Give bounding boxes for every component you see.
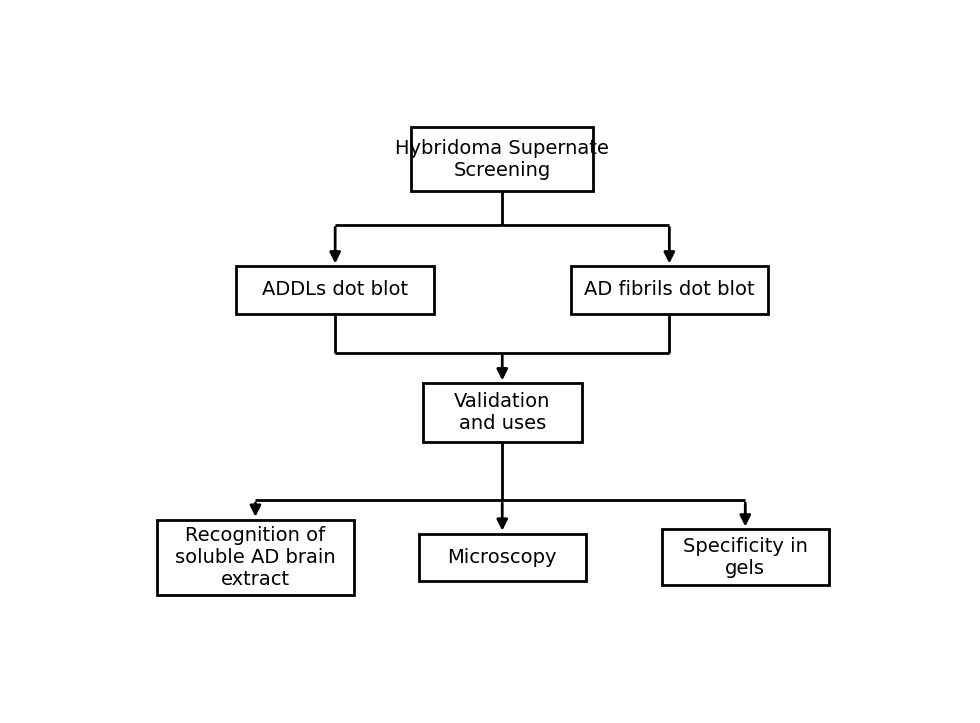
- Text: Hybridoma Supernate
Screening: Hybridoma Supernate Screening: [395, 139, 610, 179]
- Bar: [236, 266, 434, 314]
- Text: Validation
and uses: Validation and uses: [454, 392, 551, 433]
- Text: Recognition of
soluble AD brain
extract: Recognition of soluble AD brain extract: [175, 526, 336, 589]
- Text: Microscopy: Microscopy: [448, 548, 557, 567]
- Text: Specificity in
gels: Specificity in gels: [683, 536, 808, 578]
- Bar: [412, 127, 594, 191]
- Text: ADDLs dot blot: ADDLs dot blot: [262, 281, 409, 299]
- Bar: [418, 534, 586, 581]
- Bar: [570, 266, 768, 314]
- Bar: [422, 383, 582, 442]
- Bar: [662, 529, 829, 585]
- Text: AD fibrils dot blot: AD fibrils dot blot: [584, 281, 755, 299]
- Bar: [157, 520, 354, 595]
